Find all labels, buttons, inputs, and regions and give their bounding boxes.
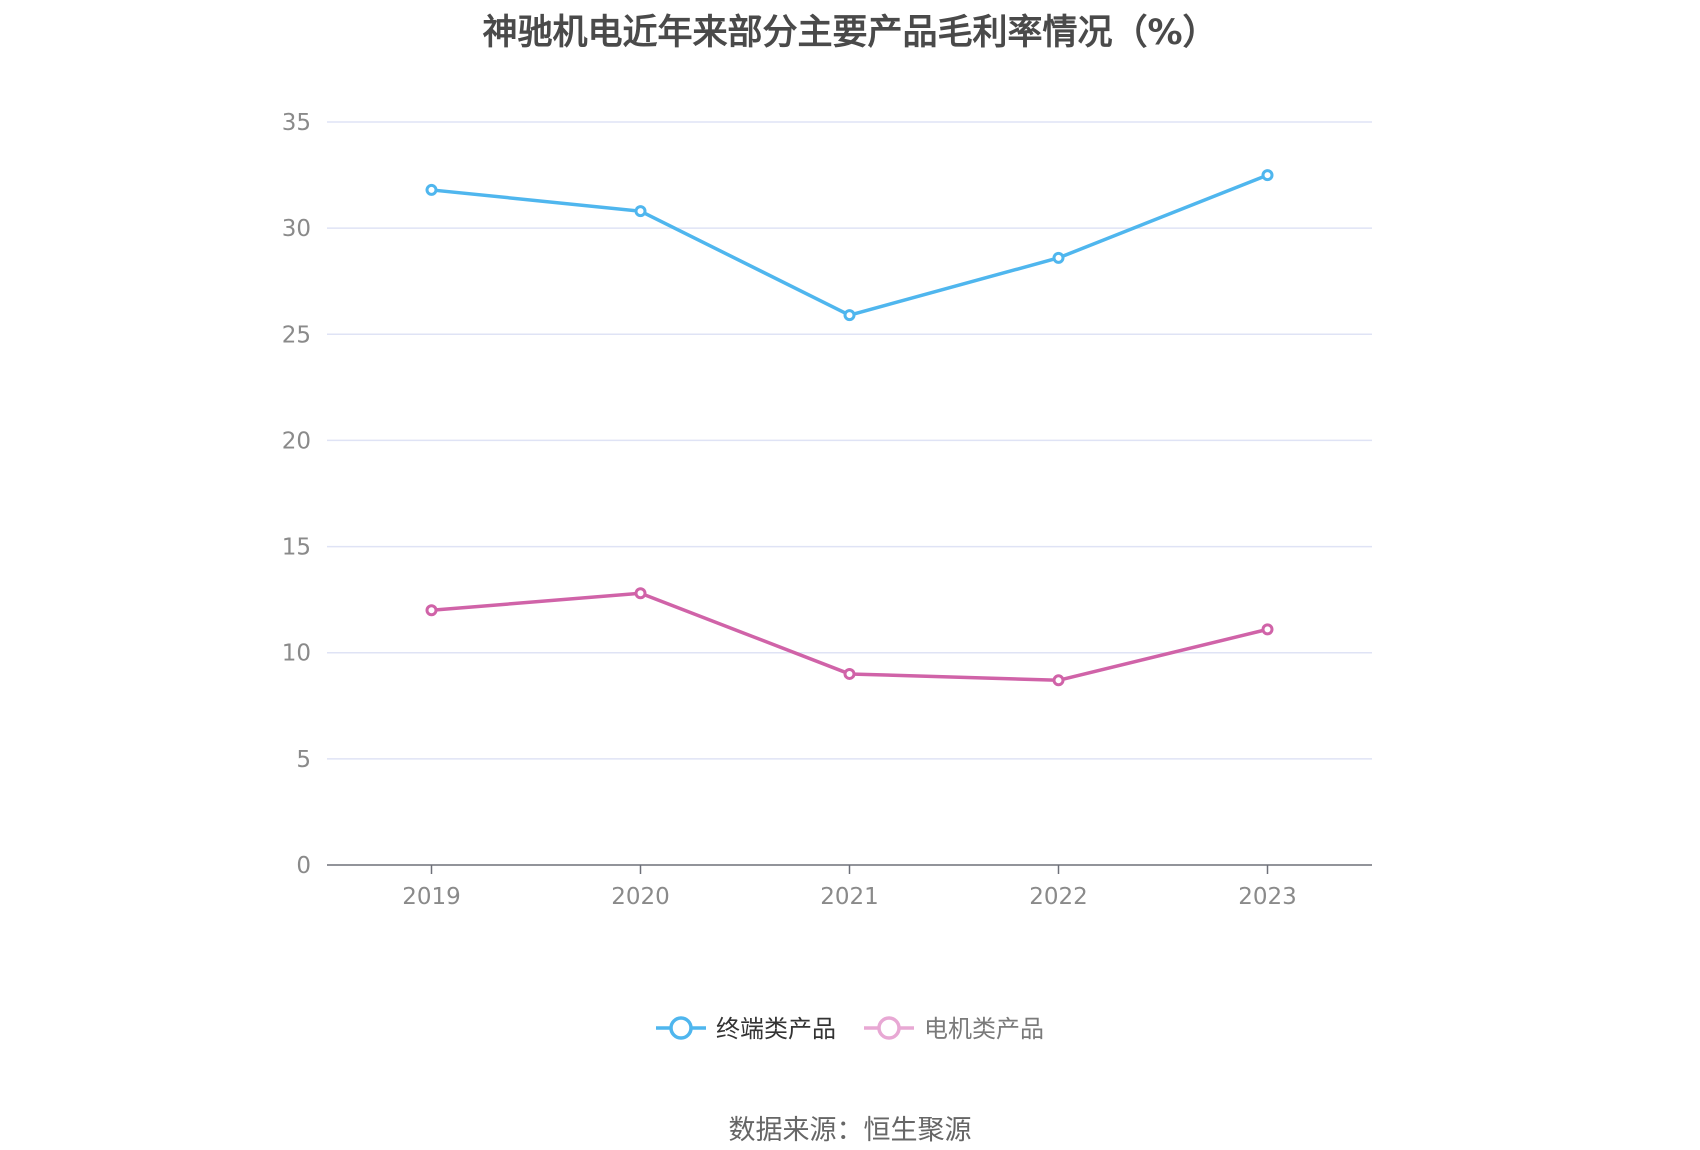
series-line-1	[431, 173, 1269, 317]
x-tick-label: 2023	[1238, 884, 1297, 910]
y-tick-label: 20	[282, 428, 311, 454]
x-tick-label: 2020	[611, 884, 670, 910]
y-tick-label: 35	[282, 110, 311, 136]
legend-item-1[interactable]: 终端类产品	[656, 1015, 836, 1043]
data-point[interactable]	[1052, 674, 1065, 687]
data-point[interactable]	[1261, 623, 1274, 636]
data-point[interactable]	[843, 667, 856, 680]
series-line-2	[431, 591, 1268, 683]
legend-item-2[interactable]: 电机类产品	[864, 1015, 1044, 1043]
legend-label: 电机类产品	[924, 1015, 1044, 1043]
series-lines	[425, 169, 1274, 687]
data-point[interactable]	[425, 183, 438, 196]
x-tick-label: 2019	[402, 884, 461, 910]
chart-title: 神驰机电近年来部分主要产品毛利率情况（%）	[482, 13, 1218, 53]
legend-marker-icon	[877, 1016, 901, 1040]
data-point[interactable]	[425, 604, 438, 617]
data-point[interactable]	[1261, 169, 1274, 182]
x-tick-label: 2021	[820, 884, 879, 910]
data-point[interactable]	[1052, 251, 1065, 264]
grid-lines	[327, 121, 1372, 760]
data-point[interactable]	[634, 205, 647, 218]
legend-label: 终端类产品	[716, 1015, 836, 1043]
data-point[interactable]	[843, 309, 856, 322]
y-tick-label: 15	[282, 535, 311, 561]
data-point[interactable]	[634, 587, 647, 600]
y-tick-label: 0	[296, 853, 311, 879]
data-source-note: 数据来源：恒生聚源	[728, 1115, 972, 1146]
y-tick-label: 10	[282, 641, 311, 667]
y-tick-label: 5	[296, 747, 311, 773]
y-tick-label: 25	[282, 322, 311, 348]
y-tick-label: 30	[282, 216, 311, 242]
legend-marker-icon	[669, 1016, 693, 1040]
x-tick-label: 2022	[1029, 884, 1088, 910]
legend[interactable]: 终端类产品 电机类产品	[656, 1015, 1044, 1043]
axes: 0 5 10 15 20 25 30 35 2019 2020 2021 2022 2023	[282, 110, 1372, 910]
